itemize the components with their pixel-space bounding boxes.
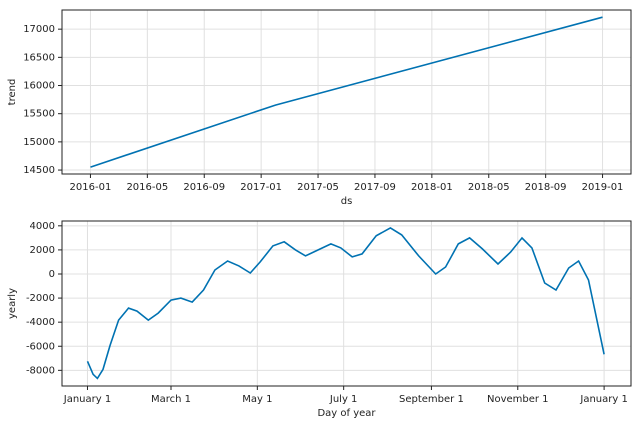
x-tick-label: March 1	[151, 394, 191, 405]
plot-frame	[61, 220, 632, 387]
y-tick-label: 16500	[23, 52, 55, 63]
x-axis-label: ds	[341, 196, 353, 207]
x-tick-label: November 1	[487, 394, 549, 405]
y-tick-label: 4000	[30, 221, 55, 232]
x-tick-label: 2019-01	[582, 182, 624, 193]
x-tick-label: 2017-09	[354, 182, 396, 193]
x-tick-label: January 1	[63, 394, 111, 405]
x-axis-label: Day of year	[317, 408, 376, 419]
y-tick-label: 14500	[23, 165, 55, 176]
y-tick-label: 0	[49, 269, 55, 280]
x-tick-label: September 1	[399, 394, 464, 405]
x-tick-label: 2016-01	[70, 182, 112, 193]
x-tick-label: 2018-01	[411, 182, 453, 193]
x-tick-label: 2017-05	[297, 182, 339, 193]
y-tick-label: -4000	[26, 317, 55, 328]
y-tick-label: 17000	[23, 24, 55, 35]
x-tick-label: July 1	[329, 394, 358, 405]
y-tick-label: 16000	[23, 81, 55, 92]
data-line	[86, 226, 605, 380]
y-axis-label: yearly	[7, 288, 18, 319]
x-tick-label: 2018-09	[525, 182, 567, 193]
x-tick-label: 2016-05	[126, 182, 168, 193]
y-tick-label: -2000	[26, 293, 55, 304]
y-tick-label: -8000	[26, 365, 55, 376]
x-tick-label: 2018-05	[468, 182, 510, 193]
x-tick-label: 2017-01	[240, 182, 282, 193]
x-tick-label: January 1	[579, 394, 627, 405]
y-tick-label: 2000	[30, 245, 55, 256]
data-line	[90, 16, 603, 168]
x-tick-label: 2016-09	[183, 182, 225, 193]
x-tick-label: May 1	[242, 394, 272, 405]
y-tick-label: 15500	[23, 109, 55, 120]
y-tick-label: 15000	[23, 137, 55, 148]
y-axis-label: trend	[7, 79, 18, 106]
y-tick-label: -6000	[26, 341, 55, 352]
plot-frame	[61, 9, 632, 175]
